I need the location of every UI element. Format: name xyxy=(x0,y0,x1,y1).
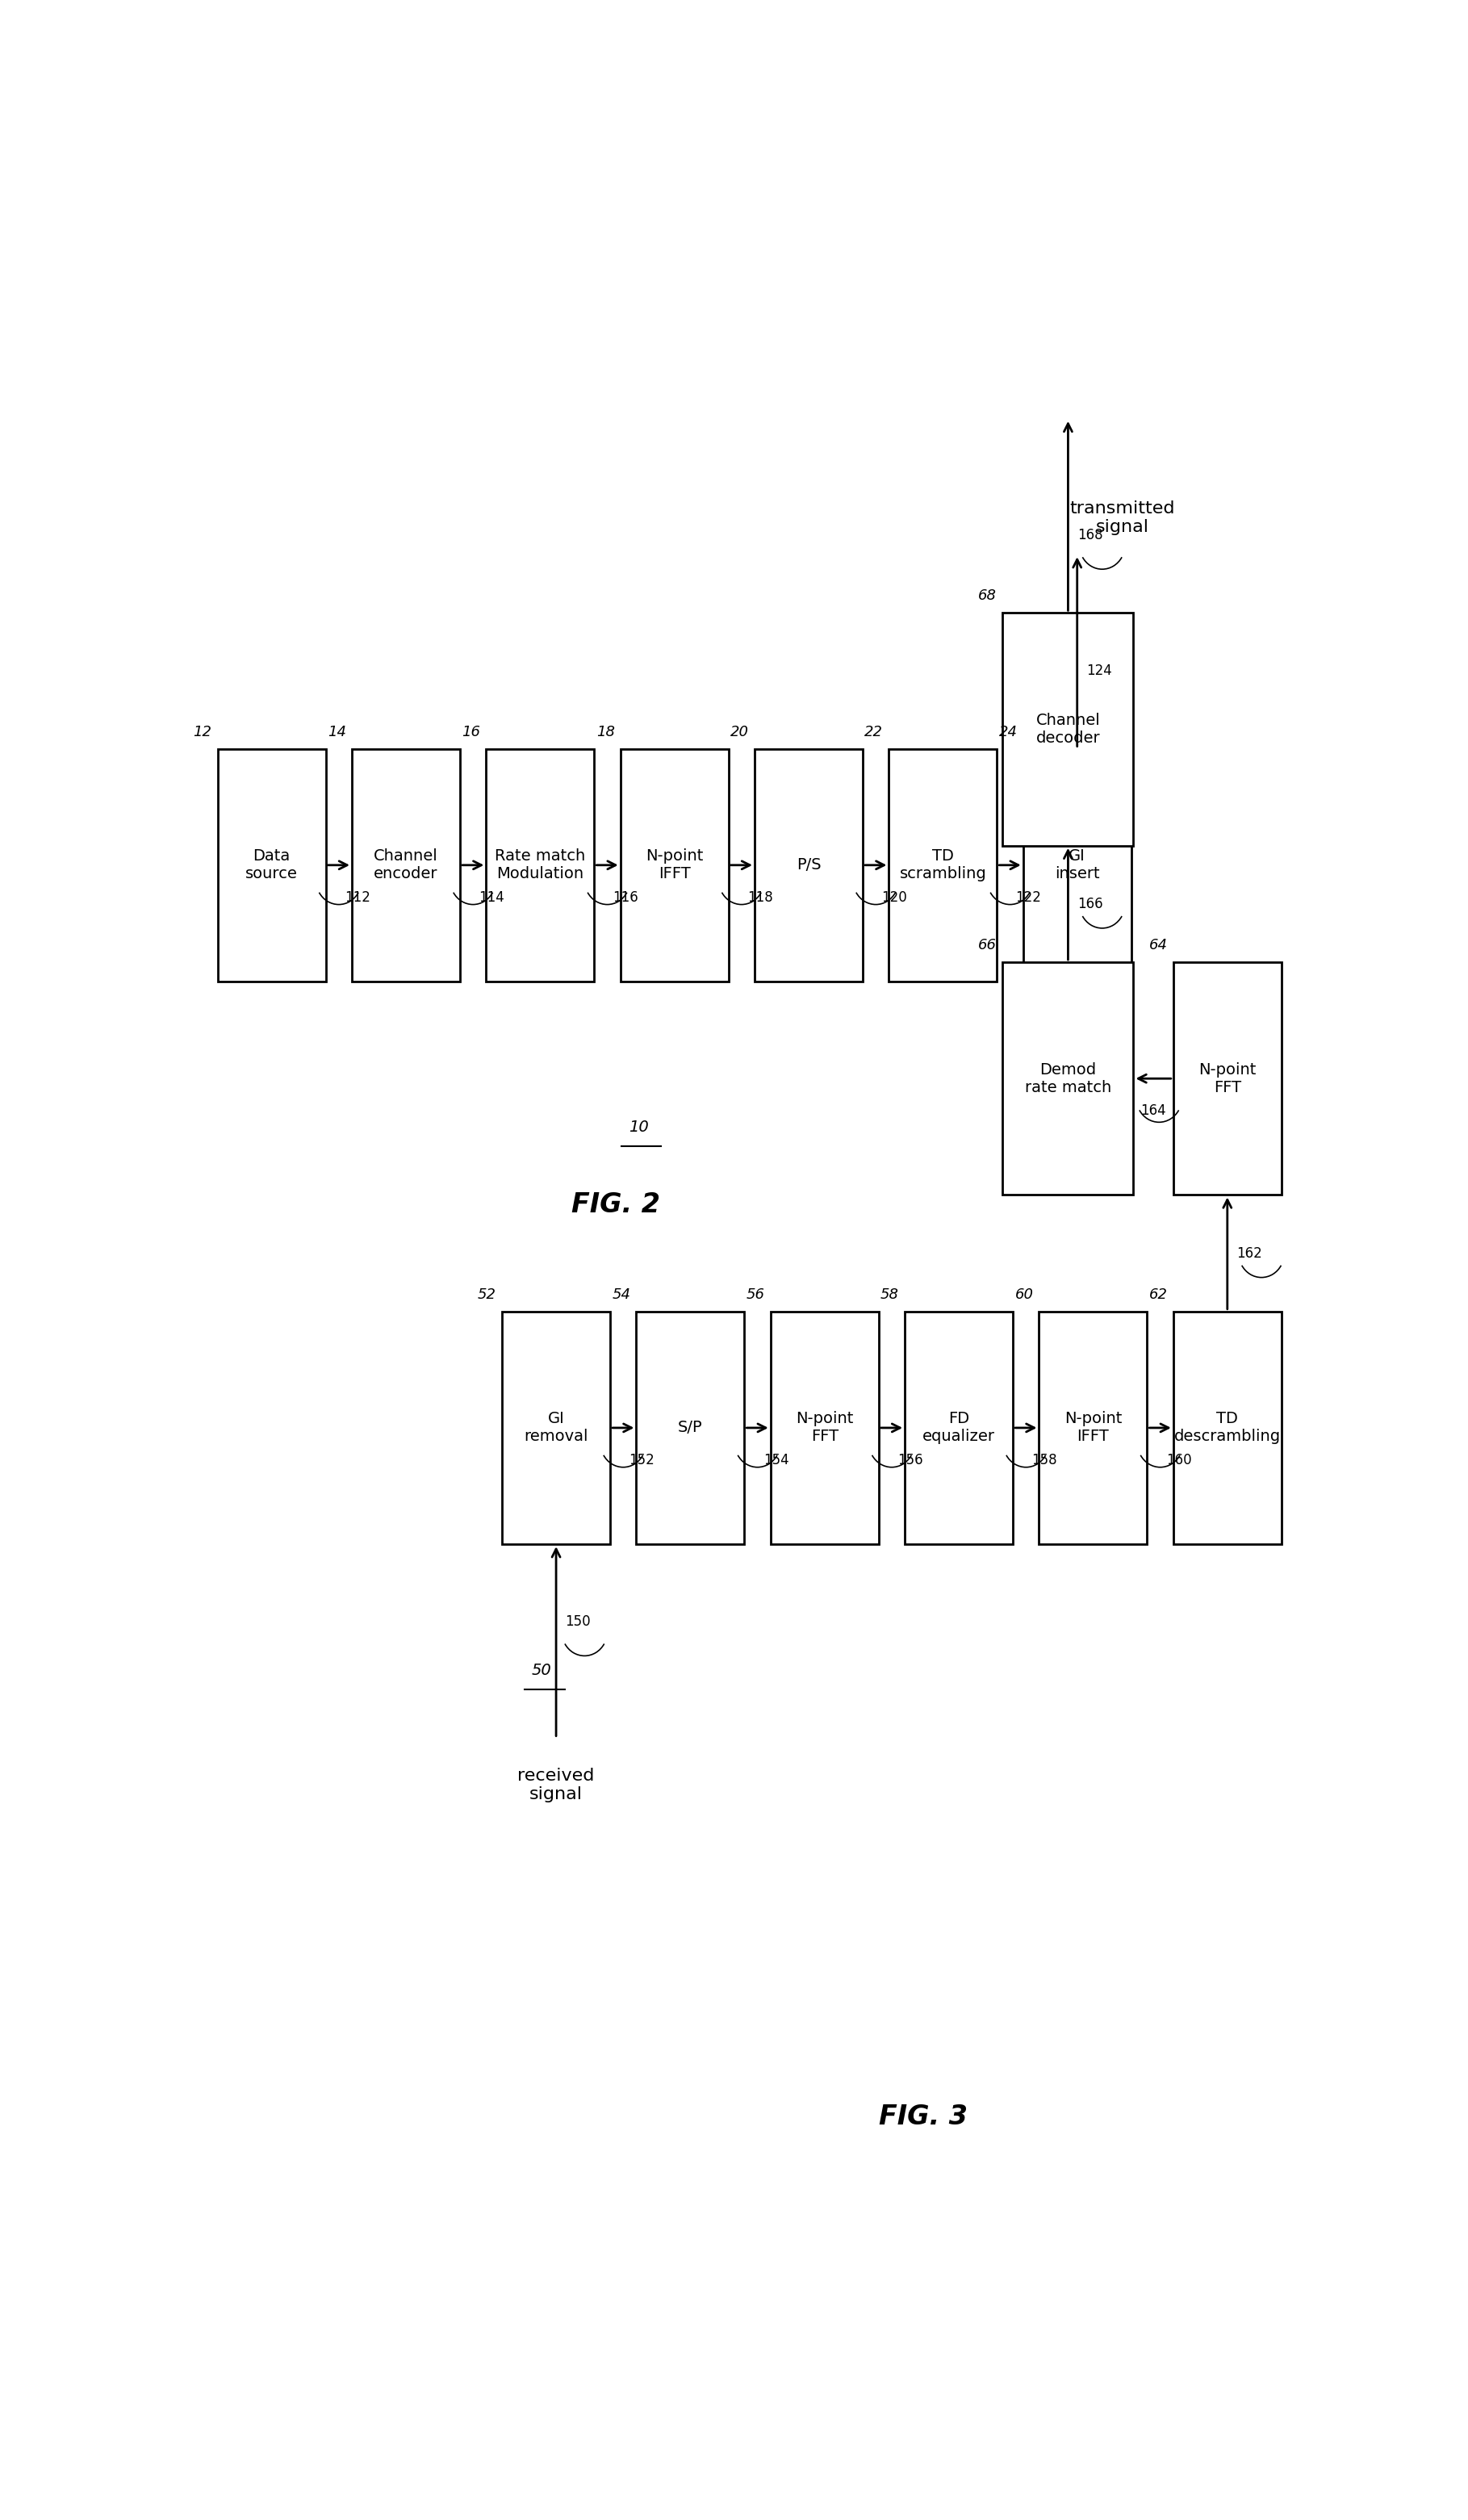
Text: 124: 124 xyxy=(1086,663,1111,678)
Text: 66: 66 xyxy=(978,937,997,953)
Text: 16: 16 xyxy=(462,723,480,738)
Text: N-point
FFT: N-point FFT xyxy=(1198,1061,1257,1096)
Bar xyxy=(486,748,595,980)
Text: 58: 58 xyxy=(881,1288,898,1303)
Bar xyxy=(502,1310,611,1545)
Text: 164: 164 xyxy=(1141,1104,1166,1119)
Text: N-point
FFT: N-point FFT xyxy=(796,1411,853,1444)
Text: 112: 112 xyxy=(345,890,370,905)
Bar xyxy=(1003,612,1133,847)
Text: 62: 62 xyxy=(1149,1288,1167,1303)
Text: 14: 14 xyxy=(327,723,346,738)
Text: 162: 162 xyxy=(1236,1245,1262,1260)
Text: FD
equalizer: FD equalizer xyxy=(922,1411,995,1444)
Text: 152: 152 xyxy=(628,1454,655,1467)
Bar xyxy=(636,1310,744,1545)
Text: 18: 18 xyxy=(596,723,615,738)
Bar xyxy=(1173,963,1282,1194)
Text: 12: 12 xyxy=(194,723,211,738)
Text: 116: 116 xyxy=(614,890,639,905)
Text: Channel
encoder: Channel encoder xyxy=(374,849,437,882)
Text: 154: 154 xyxy=(763,1454,788,1467)
Text: 166: 166 xyxy=(1078,897,1102,912)
Bar xyxy=(1023,748,1132,980)
Text: transmitted
signal: transmitted signal xyxy=(1070,501,1176,534)
Text: 52: 52 xyxy=(477,1288,496,1303)
Text: N-point
IFFT: N-point IFFT xyxy=(646,849,703,882)
Text: received
signal: received signal xyxy=(518,1767,595,1802)
Text: 120: 120 xyxy=(881,890,907,905)
Bar xyxy=(755,748,863,980)
Bar xyxy=(888,748,997,980)
Text: 50: 50 xyxy=(531,1663,552,1678)
Bar xyxy=(352,748,459,980)
Text: 24: 24 xyxy=(998,723,1017,738)
Text: Demod
rate match: Demod rate match xyxy=(1025,1061,1111,1096)
Text: FIG. 3: FIG. 3 xyxy=(879,2104,967,2129)
Bar xyxy=(217,748,326,980)
Text: TD
descrambling: TD descrambling xyxy=(1174,1411,1280,1444)
Text: 114: 114 xyxy=(479,890,505,905)
Text: TD
scrambling: TD scrambling xyxy=(900,849,986,882)
Text: 168: 168 xyxy=(1078,529,1102,542)
Text: 20: 20 xyxy=(731,723,749,738)
Text: GI
insert: GI insert xyxy=(1054,849,1100,882)
Text: P/S: P/S xyxy=(796,857,821,872)
Text: Data
source: Data source xyxy=(245,849,298,882)
Text: GI
removal: GI removal xyxy=(524,1411,589,1444)
Bar xyxy=(1039,1310,1147,1545)
Text: 60: 60 xyxy=(1014,1288,1033,1303)
Text: 150: 150 xyxy=(565,1615,590,1628)
Bar xyxy=(904,1310,1013,1545)
Bar xyxy=(1173,1310,1282,1545)
Text: FIG. 2: FIG. 2 xyxy=(571,1192,661,1217)
Text: Rate match
Modulation: Rate match Modulation xyxy=(495,849,586,882)
Text: 156: 156 xyxy=(897,1454,923,1467)
Text: 22: 22 xyxy=(865,723,884,738)
Bar xyxy=(1003,963,1133,1194)
Text: 158: 158 xyxy=(1032,1454,1057,1467)
Bar xyxy=(621,748,728,980)
Text: N-point
IFFT: N-point IFFT xyxy=(1064,1411,1122,1444)
Text: 118: 118 xyxy=(747,890,772,905)
Text: 68: 68 xyxy=(978,590,997,602)
Text: 10: 10 xyxy=(628,1119,649,1134)
Text: 160: 160 xyxy=(1166,1454,1192,1467)
Text: Channel
decoder: Channel decoder xyxy=(1036,713,1100,746)
Text: 54: 54 xyxy=(612,1288,631,1303)
Text: 64: 64 xyxy=(1149,937,1167,953)
Text: 122: 122 xyxy=(1016,890,1041,905)
Bar xyxy=(771,1310,879,1545)
Text: 56: 56 xyxy=(746,1288,765,1303)
Text: S/P: S/P xyxy=(678,1421,703,1436)
